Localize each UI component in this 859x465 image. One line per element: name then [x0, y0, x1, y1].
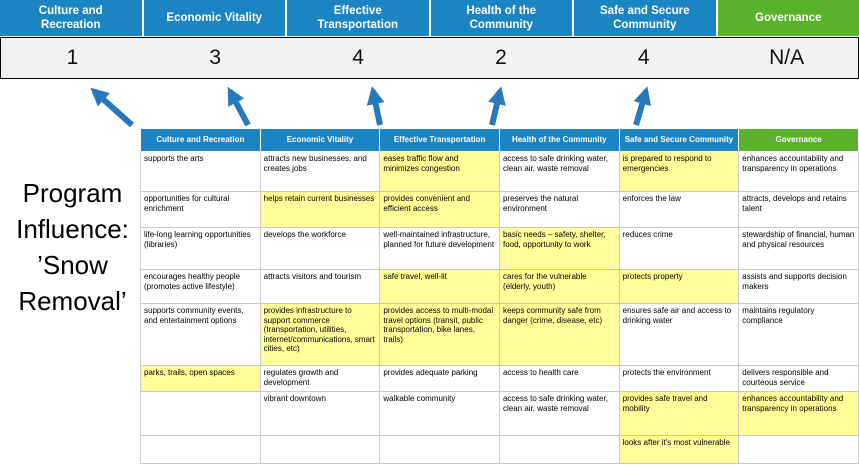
matrix-cell: enforces the law: [618, 191, 740, 228]
matrix-cell: well-maintained infrastructure, planned …: [379, 227, 500, 270]
arrow-effective-transportation: [366, 86, 385, 126]
matrix-cell: enhances accountability and transparency…: [738, 151, 859, 192]
matrix-cell: preserves the natural environment: [498, 191, 620, 228]
matrix-cell: [379, 435, 500, 464]
score-economic-vitality: 3: [209, 46, 222, 69]
matrix-cell: helps retain current businesses: [259, 191, 381, 228]
score-safe-secure-community: 4: [637, 46, 650, 69]
score-row: 1 3 4 2 4 N/A: [0, 37, 859, 79]
matrix-cell: protects the environment: [618, 365, 740, 392]
matrix-cell: is prepared to respond to emergencies: [618, 151, 740, 192]
matrix-row: encourages healthy people (promotes acti…: [140, 269, 859, 304]
title-line-2: Influence:: [16, 213, 129, 244]
matrix-cell: cares for the vulnerable (elderly, youth…: [498, 269, 620, 304]
matrix-cell: keeps community safe from danger (crime,…: [498, 303, 620, 366]
matrix-header-economic-vitality: Economic Vitality: [259, 128, 381, 152]
matrix-header-effective-transportation: Effective Transportation: [379, 128, 500, 152]
matrix-cell: regulates growth and development: [259, 365, 381, 392]
pillar-header-health-community: Health of the Community: [430, 0, 572, 36]
arrow-safe-secure-community: [633, 86, 651, 126]
matrix-header-governance: Governance: [738, 128, 859, 152]
matrix-cell: [259, 435, 381, 464]
matrix-header-row: Culture and Recreation Economic Vitality…: [140, 128, 859, 152]
pillar-header-governance: Governance: [717, 0, 859, 36]
matrix-cell: provides convenient and efficient access: [379, 191, 500, 228]
title-line-1: Program: [22, 178, 123, 208]
matrix-cell: [140, 435, 261, 464]
matrix-cell: attracts, develops and retains talent: [738, 191, 859, 228]
matrix-cell: enhances accountability and transparency…: [738, 391, 859, 436]
score-governance: N/A: [769, 46, 805, 69]
matrix-cell: life-long learning opportunities (librar…: [140, 227, 261, 270]
matrix-row: life-long learning opportunities (librar…: [140, 227, 859, 270]
matrix-cell: parks, trails, open spaces: [140, 365, 261, 392]
matrix-cell: walkable community: [379, 391, 500, 436]
matrix-row: parks, trails, open spaces regulates gro…: [140, 365, 859, 392]
pillar-header-safe-secure-community: Safe and Secure Community: [574, 0, 716, 36]
matrix-cell: provides access to multi-modal travel op…: [379, 303, 500, 366]
matrix-cell: basic needs – safety, shelter, food, opp…: [498, 227, 620, 270]
matrix-cell: access to health care: [498, 365, 620, 392]
matrix-row: supports community events, and entertain…: [140, 303, 859, 366]
pillar-header-culture-recreation: Culture and Recreation: [0, 0, 142, 36]
matrix-cell: supports community events, and entertain…: [140, 303, 261, 366]
score-health-community: 2: [495, 46, 507, 69]
matrix-row: looks after it's most vulnerable: [140, 435, 859, 464]
matrix-cell: [498, 435, 620, 464]
arrow-health-community: [488, 86, 506, 126]
title-line-4: Removal’: [18, 285, 127, 316]
matrix-cell: attracts new businesses, and creates job…: [259, 151, 381, 192]
matrix-cell: ensures safe air and access to drinking …: [618, 303, 740, 366]
matrix-cell: opportunities for cultural enrichment: [140, 191, 261, 228]
matrix-cell: develops the workforce: [259, 227, 381, 270]
score-effective-transportation: 4: [352, 46, 364, 69]
matrix-cell: eases traffic flow and minimizes congest…: [379, 151, 500, 192]
matrix-cell: safe travel, well-lit: [379, 269, 500, 304]
matrix-cell: provides safe travel and mobility: [618, 391, 740, 436]
arrow-economic-vitality: [227, 86, 251, 127]
matrix-cell: access to safe drinking water, clean air…: [498, 391, 620, 436]
matrix-cell: supports the arts: [140, 151, 261, 192]
matrix-header-safe-secure-community: Safe and Secure Community: [618, 128, 740, 152]
matrix-cell: access to safe drinking water, clean air…: [498, 151, 620, 192]
influence-arrows: [90, 86, 651, 128]
matrix-cell: assists and supports decision makers: [738, 269, 859, 304]
matrix-cell: encourages healthy people (promotes acti…: [140, 269, 261, 304]
arrow-culture-recreation: [90, 87, 135, 128]
matrix-cell: attracts visitors and tourism: [259, 269, 381, 304]
title-line-3: ’Snow: [37, 249, 108, 280]
pillar-header-row: Culture and Recreation Economic Vitality…: [0, 0, 859, 36]
matrix-header-culture-recreation: Culture and Recreation: [140, 128, 261, 152]
matrix-row: vibrant downtown walkable community acce…: [140, 391, 859, 436]
pillar-header-economic-vitality: Economic Vitality: [143, 0, 285, 36]
matrix-cell: looks after it's most vulnerable: [618, 435, 740, 464]
matrix-cell: [140, 391, 261, 436]
matrix-cell: reduces crime: [618, 227, 740, 270]
matrix-cell: provides adequate parking: [379, 365, 500, 392]
program-influence-title: Program Influence: ’Snow Removal’: [0, 176, 145, 320]
matrix-cell: maintains regulatory compliance: [738, 303, 859, 366]
pillar-header-effective-transportation: Effective Transportation: [287, 0, 429, 36]
matrix-cell: protects property: [618, 269, 740, 304]
matrix-cell: delivers responsible and courteous servi…: [738, 365, 859, 392]
matrix-cell: stewardship of financial, human and phys…: [738, 227, 859, 270]
matrix-row: supports the arts attracts new businesse…: [140, 151, 859, 192]
score-culture-recreation: 1: [66, 46, 79, 69]
matrix-row: opportunities for cultural enrichment he…: [140, 191, 859, 228]
matrix-cell: vibrant downtown: [259, 391, 381, 436]
matrix-header-health-community: Health of the Community: [498, 128, 620, 152]
matrix-cell: [738, 435, 859, 464]
matrix-cell: provides infrastructure to support comme…: [259, 303, 381, 366]
influence-matrix: Culture and Recreation Economic Vitality…: [140, 128, 859, 464]
